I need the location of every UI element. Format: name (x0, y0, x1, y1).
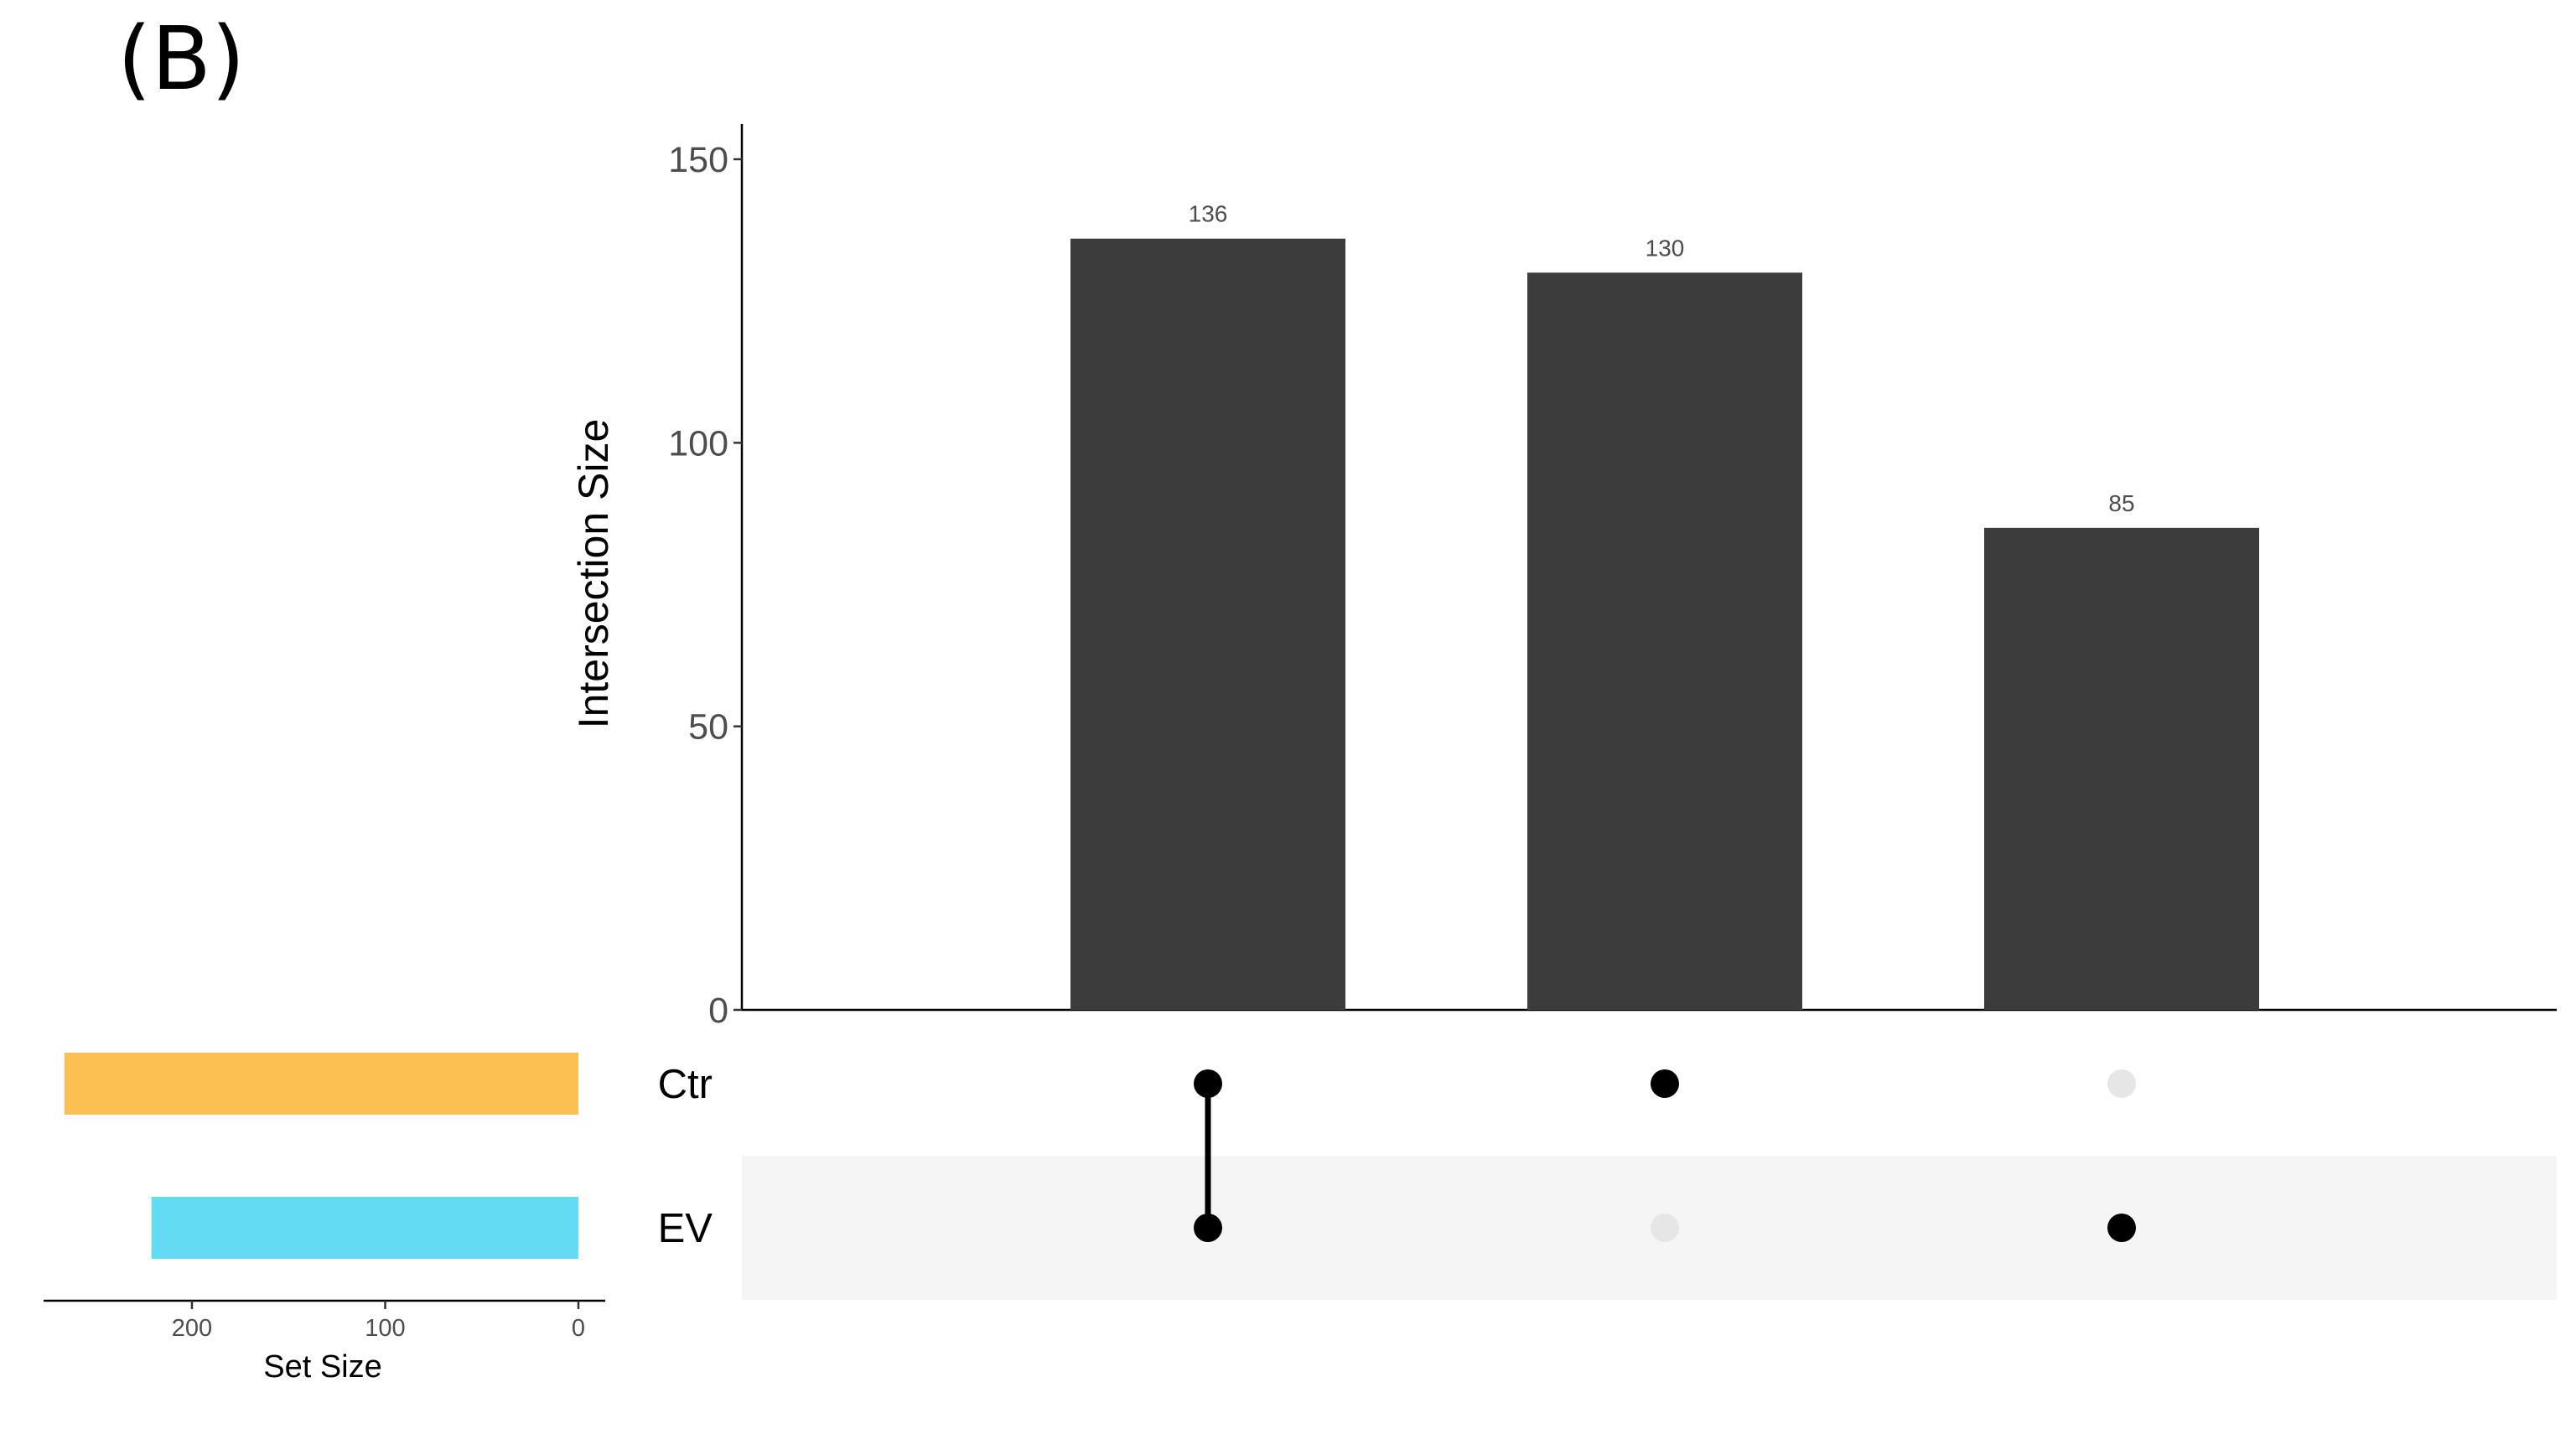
intersection-bars: 136 130 85 (1070, 201, 2259, 1010)
matrix-row-stripe (742, 1156, 2557, 1300)
set-size-bar (64, 1053, 579, 1115)
set-size-axes: 200 100 0 Set Size (44, 1299, 605, 1385)
matrix-background (742, 1156, 2557, 1300)
bar-data-label: 85 (2108, 490, 2134, 516)
set-row-label: Ctr (658, 1062, 713, 1107)
y-tick-label: 100 (668, 423, 728, 463)
set-size-bar (151, 1197, 578, 1259)
matrix-dot-active (1194, 1214, 1222, 1242)
matrix-dot-inactive (1651, 1214, 1679, 1242)
matrix-dot-active (1651, 1069, 1679, 1098)
bar-data-label: 136 (1189, 201, 1228, 227)
y-tick-label: 50 (688, 707, 728, 748)
y-tick-label: 150 (668, 140, 728, 180)
set-size-tick-label: 200 (172, 1315, 212, 1342)
intersection-matrix: Ctr EV (658, 1062, 2136, 1251)
set-size-tick-label: 100 (365, 1315, 405, 1342)
bar-data-label: 130 (1646, 235, 1685, 261)
set-size-tick-label: 0 (572, 1315, 585, 1342)
set-row-label: EV (658, 1206, 713, 1251)
intersection-bar (1984, 527, 2259, 1010)
panel-label: (B) (117, 8, 246, 110)
y-axis-title: Intersection Size (570, 419, 617, 729)
y-tick-label: 0 (708, 991, 728, 1031)
set-size-axis-title: Set Size (263, 1349, 382, 1385)
matrix-dot-inactive (2107, 1069, 2136, 1098)
intersection-bar (1527, 272, 1802, 1010)
intersection-bar (1070, 238, 1345, 1010)
matrix-dot-active (2107, 1214, 2136, 1242)
matrix-dot-active (1194, 1069, 1222, 1098)
set-size-bars (64, 1053, 579, 1259)
